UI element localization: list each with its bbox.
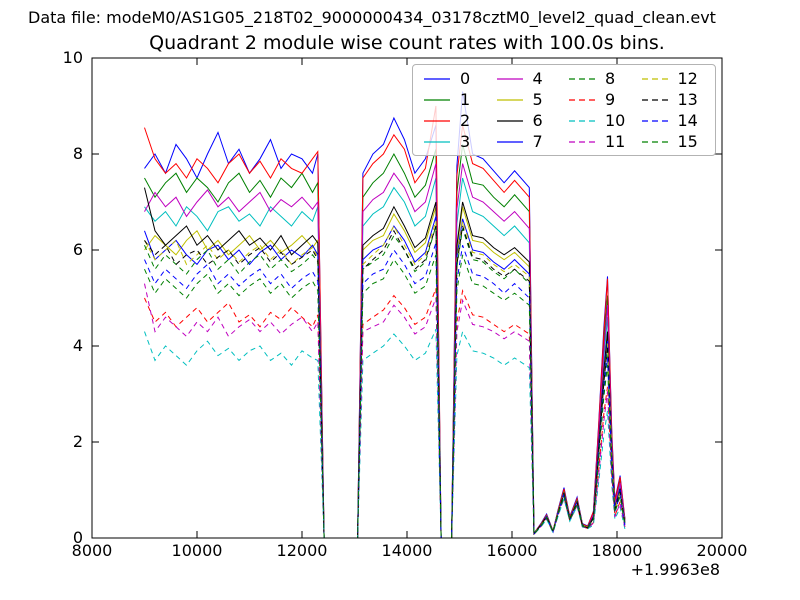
legend-line-sample-icon bbox=[496, 140, 523, 143]
series-line-15 bbox=[144, 254, 626, 539]
legend-line-sample-icon bbox=[641, 140, 668, 143]
legend-label: 5 bbox=[532, 89, 543, 109]
legend-line-sample-icon bbox=[569, 98, 595, 101]
y-tick-label: 6 bbox=[73, 240, 83, 259]
legend-line-sample-icon bbox=[569, 77, 595, 80]
y-tick-label: 0 bbox=[73, 528, 83, 547]
legend-label: 0 bbox=[460, 68, 471, 88]
legend-entry-15: 15 bbox=[637, 131, 710, 152]
y-tick-label: 2 bbox=[73, 432, 83, 451]
legend-line-sample-icon bbox=[496, 77, 523, 80]
legend-entry-7: 7 bbox=[492, 131, 565, 152]
legend-entry-5: 5 bbox=[492, 89, 565, 110]
legend-line-sample-icon bbox=[569, 119, 595, 122]
legend-label: 15 bbox=[677, 131, 698, 151]
legend-label: 10 bbox=[605, 110, 626, 130]
data-file-label: Data file: modeM0/AS1G05_218T02_90000004… bbox=[28, 8, 716, 27]
legend-line-sample-icon bbox=[496, 119, 523, 122]
legend-entry-9: 9 bbox=[564, 89, 637, 110]
y-tick-label: 4 bbox=[73, 336, 83, 355]
x-tick-label: 12000 bbox=[277, 541, 328, 560]
legend-entry-8: 8 bbox=[564, 68, 637, 89]
legend-label: 12 bbox=[677, 68, 698, 88]
legend-label: 8 bbox=[605, 68, 616, 88]
legend-entry-2: 2 bbox=[419, 110, 492, 131]
chart-title: Quadrant 2 module wise count rates with … bbox=[149, 32, 665, 54]
series-line-6 bbox=[144, 187, 626, 539]
legend-entry-12: 12 bbox=[637, 68, 710, 89]
series-line-13 bbox=[144, 225, 626, 539]
legend-entry-3: 3 bbox=[419, 131, 492, 152]
legend-line-sample-icon bbox=[569, 140, 595, 143]
x-tick-label: 14000 bbox=[382, 541, 433, 560]
series-line-12 bbox=[144, 221, 626, 539]
legend-entry-10: 10 bbox=[564, 110, 637, 131]
legend-line-sample-icon bbox=[424, 98, 450, 101]
legend-entry-4: 4 bbox=[492, 68, 565, 89]
legend-line-sample-icon bbox=[496, 98, 523, 101]
series-line-14 bbox=[144, 242, 626, 539]
x-tick-label: 10000 bbox=[172, 541, 223, 560]
legend-label: 11 bbox=[605, 131, 626, 151]
legend-label: 3 bbox=[460, 131, 471, 151]
x-tick-label: 20000 bbox=[697, 541, 748, 560]
y-tick-label: 8 bbox=[73, 144, 83, 163]
legend-label: 1 bbox=[460, 89, 471, 109]
legend-entry-13: 13 bbox=[637, 89, 710, 110]
series-line-0 bbox=[144, 91, 626, 539]
y-tick-label: 10 bbox=[63, 48, 83, 67]
legend-line-sample-icon bbox=[424, 140, 450, 143]
series-line-7 bbox=[144, 216, 626, 539]
x-tick-label: 16000 bbox=[487, 541, 538, 560]
legend-line-sample-icon bbox=[641, 119, 668, 122]
x-axis-offset-label: +1.9963e8 bbox=[631, 560, 720, 579]
legend-entry-1: 1 bbox=[419, 89, 492, 110]
legend-entry-6: 6 bbox=[492, 110, 565, 131]
legend: 0 1 2 3 4 5 6 7 8 9 10 11 12 13 14 15 bbox=[412, 64, 716, 156]
legend-label: 6 bbox=[532, 110, 543, 130]
series-line-9 bbox=[144, 288, 626, 539]
legend-label: 14 bbox=[677, 110, 698, 130]
series-line-8 bbox=[144, 225, 626, 539]
series-line-5 bbox=[144, 206, 626, 539]
series-line-10 bbox=[144, 328, 626, 539]
legend-entry-0: 0 bbox=[419, 68, 492, 89]
legend-label: 2 bbox=[460, 110, 471, 130]
legend-line-sample-icon bbox=[641, 77, 668, 80]
legend-line-sample-icon bbox=[424, 119, 450, 122]
legend-label: 9 bbox=[605, 89, 616, 109]
legend-entry-11: 11 bbox=[564, 131, 637, 152]
x-tick-label: 8000 bbox=[72, 541, 113, 560]
legend-entry-14: 14 bbox=[637, 110, 710, 131]
series-line-4 bbox=[144, 163, 626, 539]
series-line-11 bbox=[144, 283, 626, 539]
x-tick-label: 18000 bbox=[592, 541, 643, 560]
legend-label: 7 bbox=[532, 131, 543, 151]
legend-label: 13 bbox=[677, 89, 698, 109]
legend-label: 4 bbox=[532, 68, 543, 88]
legend-line-sample-icon bbox=[424, 77, 450, 80]
legend-line-sample-icon bbox=[641, 98, 668, 101]
